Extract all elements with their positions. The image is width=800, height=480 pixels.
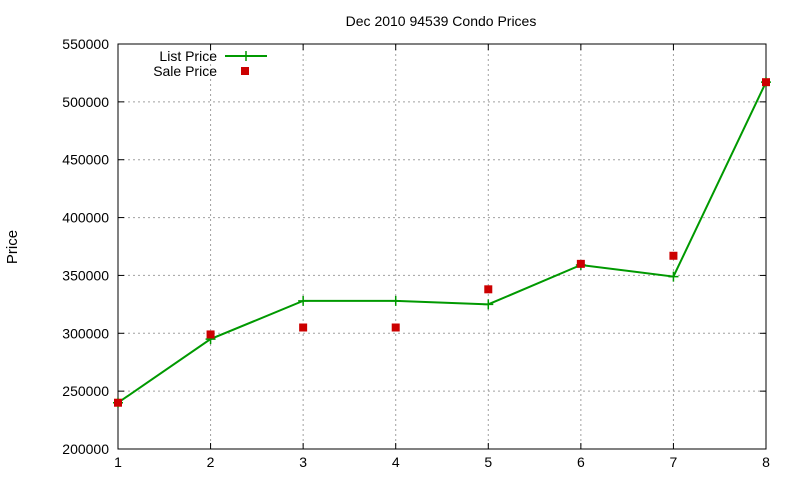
series-marks — [113, 77, 771, 408]
y-tick-label: 450000 — [62, 152, 109, 168]
x-tick-label: 3 — [299, 454, 307, 470]
grid-lines — [118, 44, 766, 449]
y-tick-label: 350000 — [62, 267, 109, 283]
list-price-line — [117, 81, 767, 404]
sale-price-point — [576, 259, 585, 268]
x-tick-label: 6 — [577, 454, 585, 470]
legend-marker-sale-price — [241, 67, 249, 75]
y-tick-label: 300000 — [62, 325, 109, 341]
y-tick-label: 500000 — [62, 94, 109, 110]
plot-frame — [117, 43, 767, 450]
y-tick-label: 250000 — [62, 383, 109, 399]
sale-price-point — [206, 330, 215, 339]
chart-title: Dec 2010 94539 Condo Prices — [346, 13, 537, 29]
sale-price-point — [669, 251, 678, 260]
x-tick-label: 7 — [670, 454, 678, 470]
x-tick-label: 1 — [114, 454, 122, 470]
sale-price-point — [391, 323, 400, 332]
legend: List Price Sale Price — [153, 48, 267, 79]
axis-ticks: 1 2 3 4 5 6 7 8 200000 250000 300000 350000 400000 45… — [62, 36, 770, 470]
sale-price-point — [484, 285, 493, 294]
sale-price-point — [299, 323, 308, 332]
list-price-point — [390, 295, 401, 306]
y-tick-label: 400000 — [62, 210, 109, 226]
x-tick-label: 2 — [207, 454, 215, 470]
x-tick-label: 5 — [484, 454, 492, 470]
sale-price-point — [762, 78, 770, 87]
x-tick-label: 8 — [762, 454, 770, 470]
sale-price-point — [114, 398, 122, 407]
x-tick-label: 4 — [392, 454, 400, 470]
list-price-point — [298, 295, 309, 306]
list-price-point — [483, 299, 494, 310]
y-tick-label: 550000 — [62, 36, 109, 52]
y-tick-label: 200000 — [62, 441, 109, 457]
list-price-point — [668, 271, 679, 282]
legend-label-list-price: List Price — [159, 48, 217, 64]
y-axis-label: Price — [4, 230, 21, 264]
legend-marker-list-price — [241, 51, 251, 61]
legend-label-sale-price: Sale Price — [153, 63, 217, 79]
